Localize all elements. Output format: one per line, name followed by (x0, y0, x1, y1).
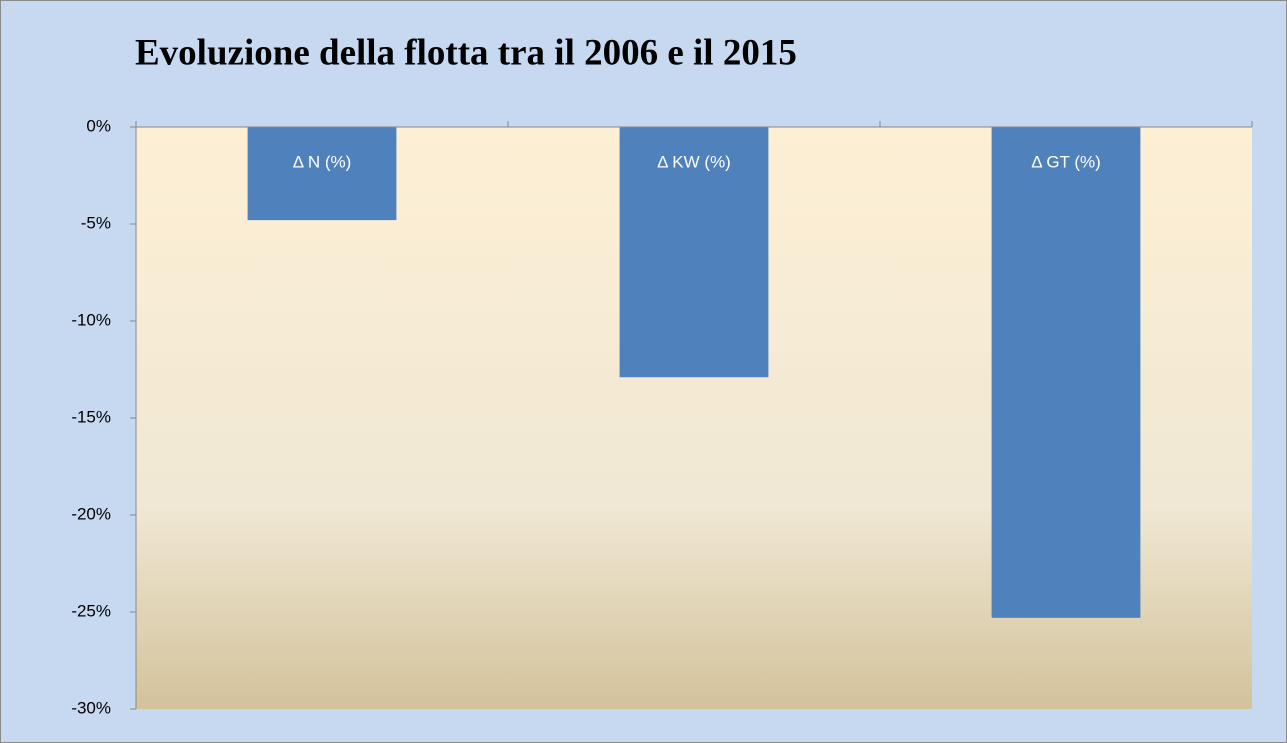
category-label: Δ KW (%) (657, 152, 731, 171)
y-tick-label: -20% (71, 504, 111, 523)
category-label: Δ GT (%) (1031, 152, 1101, 171)
chart-title: Evoluzione della flotta tra il 2006 e il… (135, 32, 797, 73)
bar (247, 127, 397, 221)
y-tick-label: 0% (86, 116, 111, 135)
y-tick-label: -25% (71, 601, 111, 620)
bar (991, 127, 1141, 618)
y-tick-label: -5% (81, 213, 111, 232)
category-label: Δ N (%) (293, 152, 352, 171)
y-tick-label: -15% (71, 407, 111, 426)
y-tick-label: -30% (71, 698, 111, 717)
y-tick-label: -10% (71, 310, 111, 329)
bar (619, 127, 769, 378)
